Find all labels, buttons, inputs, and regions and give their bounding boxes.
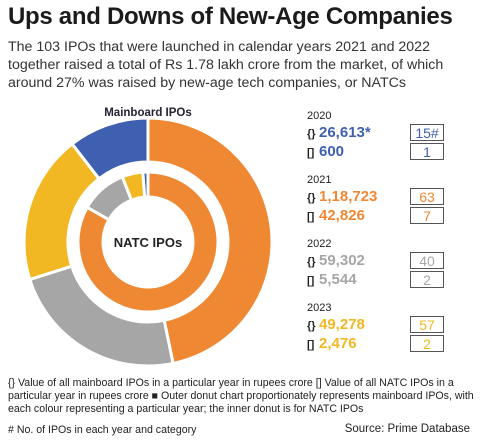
legend-year-2020: 2020 {} 26,613* 15# [] 600 1	[307, 110, 477, 161]
legend-natc-line: [] 42,826 7	[307, 206, 477, 225]
mainboard-bracket-icon: {}	[307, 320, 316, 332]
mainboard-count-box: 40	[410, 252, 444, 269]
natc-count-box: 1	[410, 143, 444, 160]
outer-slice-2020	[70, 116, 150, 181]
legend-natc-line: [] 600 1	[307, 142, 477, 161]
legend-mainboard-line: {} 59,302 40	[307, 251, 477, 270]
legend-year-label: 2020	[307, 110, 332, 122]
legend-year-label: 2022	[307, 238, 332, 250]
mainboard-value: 26,613*	[319, 124, 371, 141]
chart-title: Ups and Downs of New-Age Companies	[8, 3, 453, 30]
natc-bracket-icon: []	[307, 147, 315, 159]
legend-year-2023: 2023 {} 49,278 57 [] 2,476 2	[307, 302, 477, 353]
legend-natc-line: [] 5,544 2	[307, 270, 477, 289]
natc-count-box: 2	[410, 335, 444, 352]
source: Source: Prime Database	[344, 423, 470, 435]
inner-slice-2020	[141, 170, 150, 199]
outer-slice-2021	[146, 116, 274, 366]
inner-slice-2021	[76, 170, 220, 314]
mainboard-bracket-icon: {}	[307, 128, 316, 140]
footnote-count: # No. of IPOs in each year and category	[8, 424, 197, 436]
natc-value: 600	[319, 143, 345, 160]
mainboard-value: 49,278	[319, 316, 365, 333]
inner-ring-label: NATC IPOs	[114, 235, 182, 250]
mainboard-count-box: 63	[410, 188, 444, 205]
natc-bracket-icon: []	[307, 275, 315, 287]
legend-year-label: 2021	[307, 174, 332, 186]
legend-year-label: 2023	[307, 302, 332, 314]
mainboard-value: 59,302	[319, 252, 365, 269]
natc-bracket-icon: []	[307, 211, 315, 223]
outer-ring-label: Mainboard IPOs	[104, 107, 192, 119]
legend-year-2021: 2021 {} 1,18,723 63 [] 42,826 7	[307, 174, 477, 225]
natc-bracket-icon: []	[307, 339, 315, 351]
legend-mainboard-line: {} 1,18,723 63	[307, 187, 477, 206]
legend-mainboard-line: {} 26,613* 15#	[307, 123, 477, 142]
mainboard-bracket-icon: {}	[307, 256, 316, 268]
legend-year-2022: 2022 {} 59,302 40 [] 5,544 2	[307, 238, 477, 289]
mainboard-value: 1,18,723	[319, 188, 378, 205]
footnote: {} Value of all mainboard IPOs in a part…	[8, 377, 474, 415]
legend-natc-line: [] 2,476 2	[307, 334, 477, 353]
double-donut-chart: Mainboard IPOs NATC IPOs	[22, 107, 274, 368]
natc-value: 42,826	[319, 207, 365, 224]
natc-value: 2,476	[319, 335, 357, 352]
mainboard-bracket-icon: {}	[307, 192, 316, 204]
legend-mainboard-line: {} 49,278 57	[307, 315, 477, 334]
natc-value: 5,544	[319, 271, 357, 288]
natc-count-box: 2	[410, 271, 444, 288]
mainboard-count-box: 15#	[410, 124, 444, 141]
inner-ring	[76, 170, 220, 314]
outer-ring	[22, 116, 274, 368]
mainboard-count-box: 57	[410, 316, 444, 333]
natc-count-box: 7	[410, 207, 444, 224]
chart-subtitle: The 103 IPOs that were launched in calen…	[8, 39, 444, 91]
